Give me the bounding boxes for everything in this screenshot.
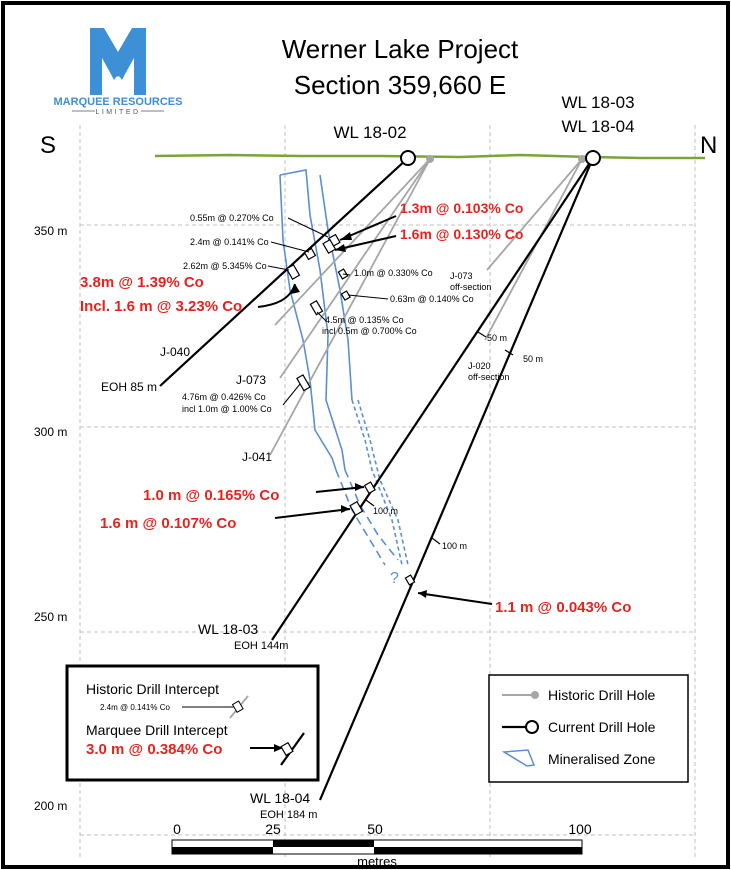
title-line2: Section 359,660 E <box>294 70 507 100</box>
label-j073-off-sub: off-section <box>450 282 491 292</box>
elev-300: 300 m <box>34 425 67 439</box>
scale-tick-100: 100 <box>568 821 592 837</box>
depth-100-a: 100 m <box>373 506 398 516</box>
label-j073: J-073 <box>236 373 266 387</box>
hist-int-2: 2.4m @ 0.141% Co <box>190 237 269 247</box>
hist-int-5: 0.63m @ 0.140% Co <box>390 294 474 304</box>
elev-250: 250 m <box>34 610 67 624</box>
scale-tick-25: 25 <box>265 821 281 837</box>
example-marquee-value: 3.0 m @ 0.384% Co <box>86 741 222 758</box>
label-wl1803-bottom: WL 18-03 <box>198 621 258 637</box>
label-j073-off: J-073 <box>450 271 473 281</box>
label-j020-off-sub: off-section <box>468 372 509 382</box>
collar-wl1803: WL 18-03 <box>561 93 634 112</box>
scale-bar: 0 25 50 100 metres <box>171 821 592 869</box>
mq-int-1: 1.3m @ 0.103% Co <box>400 200 523 216</box>
scale-tick-50: 50 <box>367 821 383 837</box>
depth-100-b: 100 m <box>442 541 467 551</box>
hist-int-3: 2.62m @ 5.345% Co <box>183 261 267 271</box>
legend-zone-swatch <box>501 749 536 767</box>
hist-int-1: 0.55m @ 0.270% Co <box>190 213 274 223</box>
mq-int-3: 3.8m @ 1.39% Co <box>80 274 204 291</box>
logo-sub: LIMITED <box>95 109 140 116</box>
elev-350: 350 m <box>34 224 67 238</box>
legend-historic-label: Historic Drill Hole <box>548 687 656 703</box>
title-line1: Werner Lake Project <box>282 34 519 64</box>
hist-int-6b: incl 0.5m @ 0.700% Co <box>322 326 417 336</box>
mq-int-6: 1.1 m @ 0.043% Co <box>495 599 631 616</box>
offsection-labels: J-073 off-section J-020 off-section <box>450 271 509 382</box>
historic-collar-north <box>578 155 586 163</box>
label-eoh144: EOH 144m <box>234 640 288 652</box>
legend: Historic Drill Hole Current Drill Hole M… <box>488 674 689 783</box>
mq-int-2: 1.6m @ 0.130% Co <box>400 226 523 242</box>
mq-int-5: 1.6 m @ 0.107% Co <box>100 515 236 532</box>
hole-labels: J-040 J-073 J-041 EOH 85 m WL 18-03 EOH … <box>101 345 317 821</box>
label-wl1804-bottom: WL 18-04 <box>250 790 310 806</box>
mineralised-zone <box>279 169 409 566</box>
label-j041: J-041 <box>242 450 272 464</box>
north-label: N <box>700 132 717 159</box>
label-eoh184: EOH 184 m <box>260 809 317 821</box>
label-eoh85: EOH 85 m <box>101 380 157 394</box>
marquee-labels: 1.3m @ 0.103% Co 1.6m @ 0.130% Co 3.8m @… <box>80 200 631 616</box>
logo-name: MARQUEE RESOURCES <box>54 96 183 108</box>
wl1802-collar <box>400 150 416 166</box>
hist-int-7: 4.76m @ 0.426% Co <box>182 392 266 402</box>
legend-zone-label: Mineralised Zone <box>548 751 656 767</box>
historic-holes <box>269 158 583 456</box>
mq-int-3b: Incl. 1.6 m @ 3.23% Co <box>80 298 242 315</box>
mq-int-4: 1.0 m @ 0.165% Co <box>143 487 279 504</box>
depth-50-b: 50 m <box>523 354 543 364</box>
wl1803-collar <box>585 150 601 166</box>
depth-ticks <box>365 331 514 545</box>
legend-current-label: Current Drill Hole <box>548 719 656 735</box>
label-j020-off: J-020 <box>468 361 491 371</box>
zone-question: ? <box>390 570 399 587</box>
marquee-logo: MARQUEE RESOURCES LIMITED <box>54 28 183 116</box>
collar-wl1802: WL 18-02 <box>333 123 406 142</box>
example-marquee-title: Marquee Drill Intercept <box>86 722 228 738</box>
south-label: S <box>40 132 56 159</box>
current-holes <box>159 157 595 801</box>
elev-200: 200 m <box>34 799 67 813</box>
ground-surface <box>154 153 705 160</box>
example-historic-value: 2.4m @ 0.141% Co <box>100 703 170 712</box>
arrow-heads <box>291 232 427 598</box>
hist-int-6: 4.5m @ 0.135% Co <box>325 315 404 325</box>
example-historic-title: Historic Drill Intercept <box>86 681 219 697</box>
leaders <box>267 217 389 406</box>
label-j040: J-040 <box>160 345 190 359</box>
intercept-example-box: Historic Drill Intercept 2.4m @ 0.141% C… <box>65 664 320 782</box>
hist-int-4: 1.0m @ 0.330% Co <box>354 268 433 278</box>
legend-border <box>488 674 689 783</box>
logo-mark-icon <box>90 28 146 95</box>
historic-collar <box>426 155 434 163</box>
collar-wl1804: WL 18-04 <box>561 117 634 136</box>
example-box-border <box>65 664 320 782</box>
scale-tick-0: 0 <box>173 821 181 837</box>
scale-unit: metres <box>357 854 397 869</box>
hist-int-7b: incl 1.0m @ 1.00% Co <box>182 404 272 414</box>
depth-50-a: 50 m <box>487 333 507 343</box>
